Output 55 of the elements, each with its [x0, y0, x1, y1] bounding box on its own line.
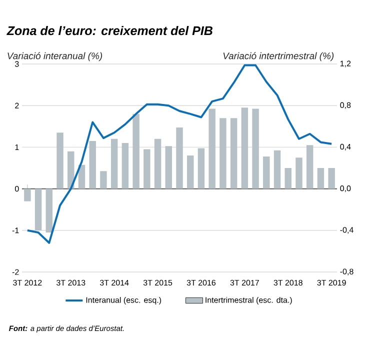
- y-tick-label: 2: [15, 102, 19, 108]
- bar: [110, 138, 118, 189]
- y-tick-label: -2: [12, 269, 19, 275]
- bar: [208, 108, 216, 189]
- x-tick-label: 3T 2019: [317, 280, 346, 286]
- bar: [144, 149, 150, 189]
- bar: [122, 143, 129, 189]
- bar: [89, 140, 96, 189]
- bar: [186, 156, 194, 189]
- bar: [198, 148, 205, 189]
- y2-axis-title: Variació intertrimestral (%): [223, 52, 334, 62]
- bar: [24, 188, 31, 202]
- bar: [274, 150, 281, 189]
- x-tick-label: 3T 2017: [230, 280, 259, 286]
- y2-tick-label: 0,0: [340, 185, 351, 192]
- legend-label: Interanual (esc. esq.): [86, 296, 162, 304]
- bar: [263, 156, 270, 189]
- x-tick-label: 3T 2012: [13, 280, 42, 286]
- y-tick-label: 3: [15, 61, 19, 67]
- bar: [328, 168, 335, 189]
- bar: [154, 138, 162, 189]
- bar: [68, 151, 74, 189]
- bar: [230, 118, 238, 189]
- bar: [34, 188, 42, 230]
- legend-label: Intertrimestral (esc. dta.): [206, 296, 292, 304]
- y2-tick-label: -0,4: [340, 227, 354, 234]
- bar: [176, 127, 183, 189]
- y-tick-label: -1: [12, 228, 19, 234]
- x-tick-label: 3T 2018: [274, 280, 302, 286]
- bar: [317, 168, 324, 189]
- y2-tick-label: 0,4: [340, 144, 351, 151]
- x-tick-label: 3T 2013: [56, 280, 86, 286]
- bar: [241, 108, 248, 189]
- y2-tick-label: 0,8: [340, 102, 351, 109]
- y-tick-label: 0: [15, 186, 19, 192]
- chart-title: Zona de l’euro: creixement del PIB: [6, 26, 212, 36]
- y2-tick-label: 1,2: [340, 60, 351, 68]
- x-tick-label: 3T 2016: [186, 280, 216, 286]
- y-axis-title: Variació interanual (%): [8, 52, 102, 62]
- line-series: [26, 64, 333, 244]
- bar: [56, 132, 64, 189]
- bar: [220, 118, 226, 189]
- bar: [46, 188, 53, 232]
- bar: [132, 114, 140, 189]
- bar: [306, 145, 314, 189]
- y-tick-label: 1: [15, 144, 19, 150]
- bar: [252, 108, 259, 189]
- bar: [165, 146, 172, 189]
- bar: [100, 171, 107, 189]
- bar: [296, 158, 302, 189]
- bar: [284, 168, 292, 189]
- x-tick-label: 3T 2014: [100, 280, 129, 286]
- y2-tick-label: -0,8: [340, 268, 354, 276]
- x-tick-label: 3T 2015: [143, 280, 172, 286]
- bar: [78, 164, 86, 189]
